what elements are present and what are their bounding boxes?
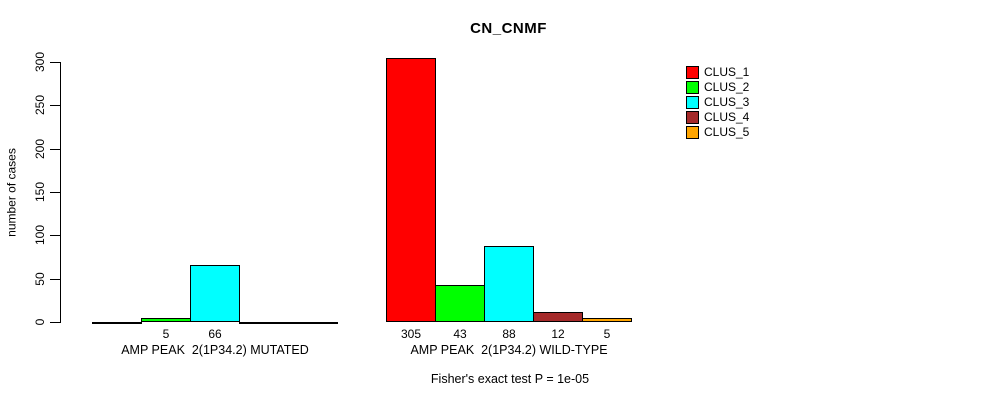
- group-label-wild-type: AMP PEAK 2(1P34.2) WILD-TYPE: [410, 343, 608, 357]
- y-tick-mark: [50, 235, 60, 236]
- y-tick-label: 50: [33, 272, 47, 286]
- y-tick-mark: [50, 279, 60, 280]
- bar-clus_4-group-2: [533, 312, 583, 322]
- fisher-test-annotation: Fisher's exact test P = 1e-05: [430, 372, 590, 386]
- chart-title: CN_CNMF: [470, 20, 547, 37]
- y-tick-label: 300: [33, 51, 47, 73]
- legend: CLUS_1 CLUS_2 CLUS_3 CLUS_4 CLUS_5: [686, 66, 749, 141]
- legend-item-clus_3: CLUS_3: [686, 96, 749, 109]
- bar-clus_5-group-1: [288, 322, 338, 324]
- bar-value-label: 5: [162, 327, 170, 341]
- bar-clus_1-group-1: [92, 322, 142, 324]
- group-label-mutated: AMP PEAK 2(1P34.2) MUTATED: [121, 343, 309, 357]
- legend-label: CLUS_5: [704, 125, 750, 139]
- bar-clus_1-group-2: [386, 58, 436, 322]
- bar-clus_2-group-2: [435, 285, 485, 322]
- legend-swatch-icon: [686, 81, 699, 94]
- legend-swatch-icon: [686, 66, 699, 79]
- legend-item-clus_5: CLUS_5: [686, 126, 749, 139]
- legend-swatch-icon: [686, 111, 699, 124]
- bar-value-label: 66: [208, 327, 222, 341]
- y-tick-mark: [50, 105, 60, 106]
- y-tick-label: 0: [33, 318, 47, 326]
- bar-value-label: 43: [453, 327, 467, 341]
- legend-item-clus_2: CLUS_2: [686, 81, 749, 94]
- y-tick-label: 100: [33, 224, 47, 246]
- bar-clus_5-group-2: [582, 318, 632, 322]
- y-axis-line: [60, 62, 61, 323]
- y-tick-mark: [50, 62, 60, 63]
- y-tick-label: 250: [33, 94, 47, 116]
- legend-label: CLUS_2: [704, 80, 750, 94]
- legend-label: CLUS_4: [704, 110, 750, 124]
- bar-clus_2-group-1: [141, 318, 191, 322]
- bar-value-label: 305: [400, 327, 422, 341]
- bar-clus_4-group-1: [239, 322, 289, 324]
- bar-value-label: 88: [502, 327, 516, 341]
- legend-swatch-icon: [686, 126, 699, 139]
- bar-clus_3-group-2: [484, 246, 534, 322]
- y-tick-mark: [50, 322, 60, 323]
- legend-label: CLUS_1: [704, 65, 750, 79]
- y-tick-mark: [50, 149, 60, 150]
- legend-label: CLUS_3: [704, 95, 750, 109]
- y-axis-title: number of cases: [4, 148, 19, 237]
- bar-value-label: 12: [551, 327, 565, 341]
- bar-value-label: 5: [603, 327, 611, 341]
- legend-item-clus_1: CLUS_1: [686, 66, 749, 79]
- y-tick-mark: [50, 192, 60, 193]
- bar-clus_3-group-1: [190, 265, 240, 322]
- y-tick-label: 150: [33, 181, 47, 203]
- legend-item-clus_4: CLUS_4: [686, 111, 749, 124]
- y-tick-label: 200: [33, 138, 47, 160]
- legend-swatch-icon: [686, 96, 699, 109]
